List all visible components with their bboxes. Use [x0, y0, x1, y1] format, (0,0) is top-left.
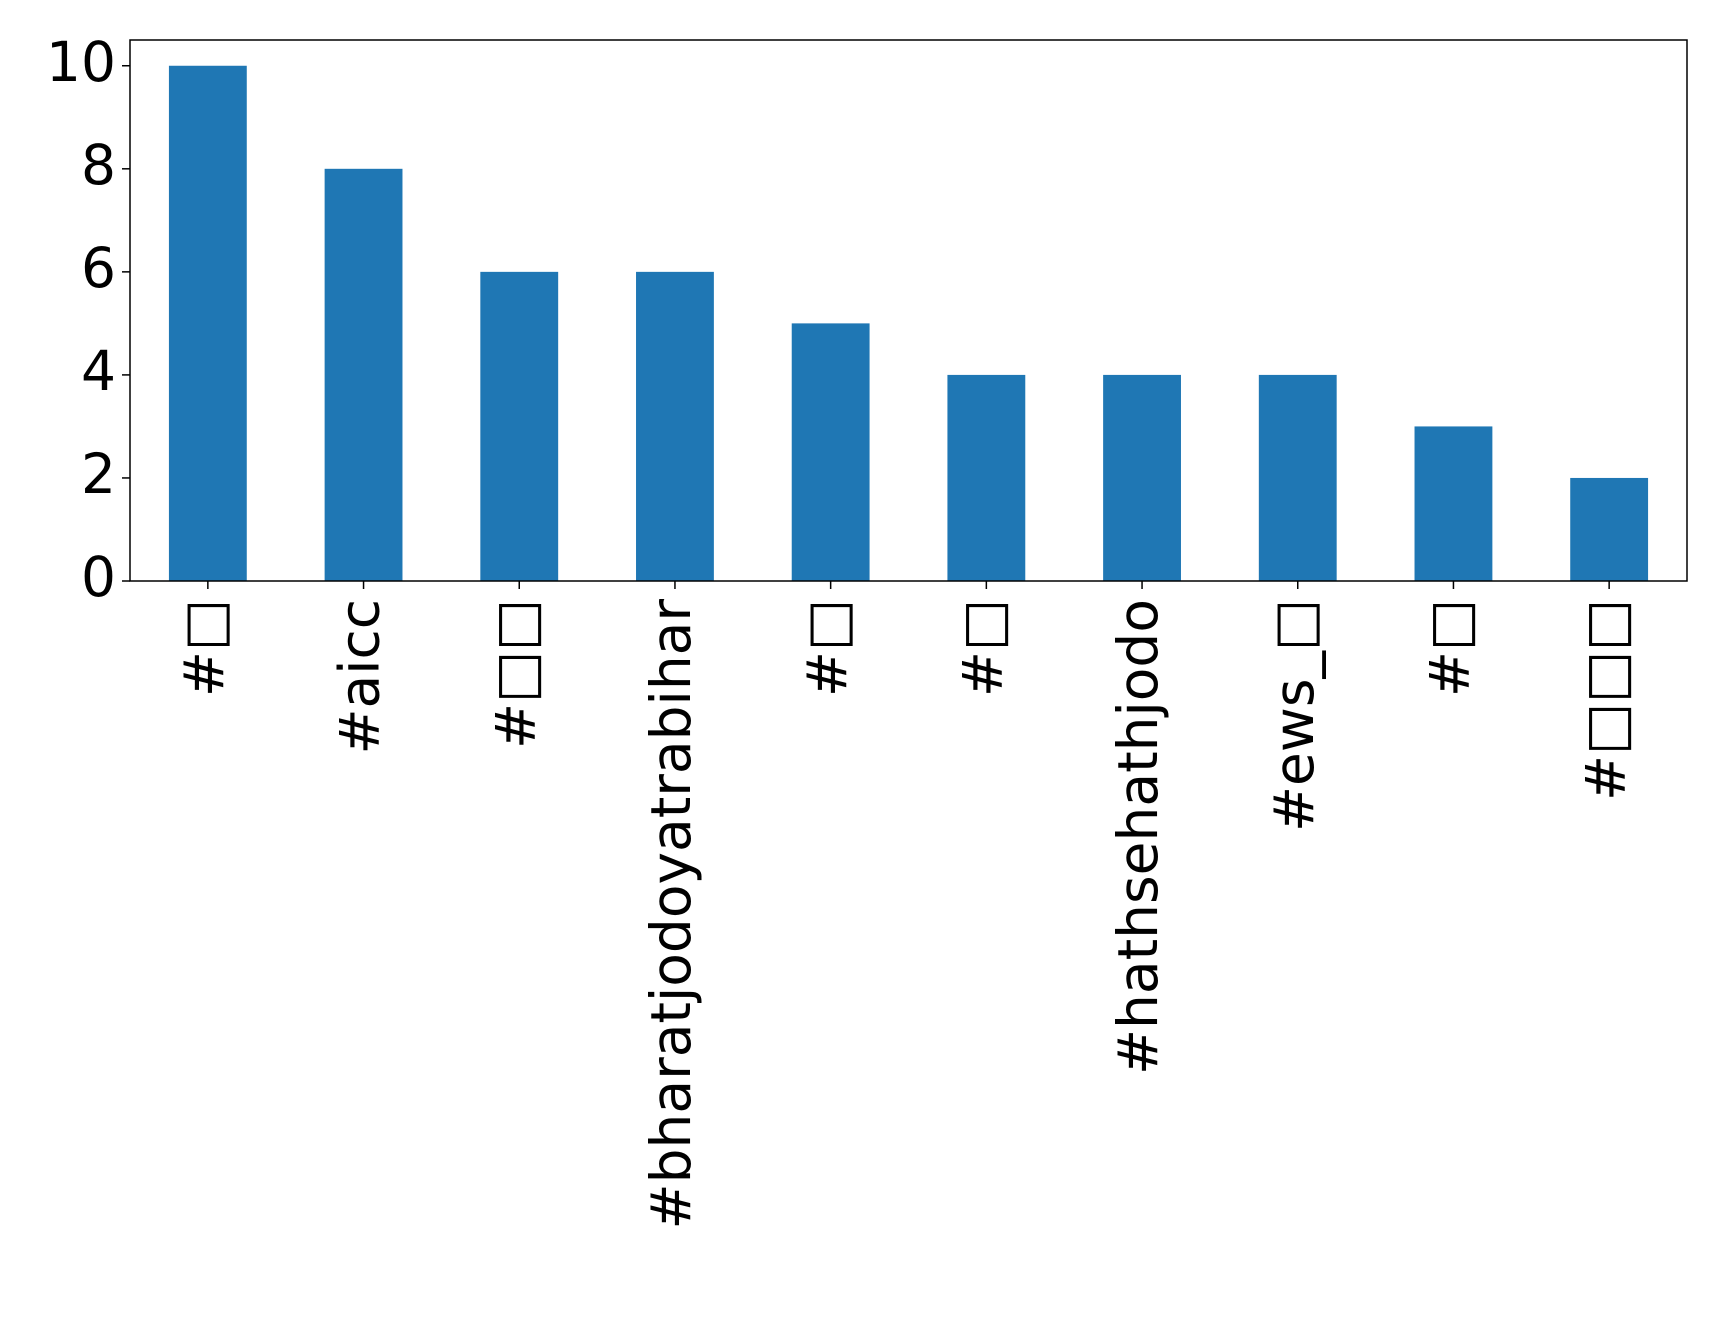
y-tick-label: 10 [46, 30, 116, 94]
x-tick-label: #□ [1418, 599, 1482, 697]
x-tick-label: #□ [172, 599, 236, 697]
y-tick-label: 4 [81, 339, 116, 403]
y-tick-label: 8 [81, 133, 116, 197]
bar [1570, 477, 1649, 581]
y-tick-label: 0 [81, 545, 116, 609]
bar [1258, 374, 1337, 581]
x-tick-label: #hathsehathjodo [1106, 599, 1170, 1075]
y-tick-label: 2 [81, 442, 116, 506]
x-tick-label: #bharatjodoyatrabihar [639, 599, 703, 1230]
plot-frame [129, 39, 1688, 582]
bar [636, 271, 714, 581]
bar [1414, 426, 1493, 581]
bar [324, 168, 403, 582]
x-tick-label: #□□ [483, 599, 547, 749]
bar [168, 65, 247, 581]
x-tick-label: #□ [795, 599, 859, 697]
x-tick-label: #ews_□ [1262, 599, 1326, 832]
bar [947, 374, 1026, 581]
y-tick-label: 6 [81, 236, 116, 300]
x-tick-label: #aicc [328, 599, 392, 755]
bar [791, 323, 870, 581]
bar [480, 271, 559, 581]
x-tick-label: #□□□ [1573, 599, 1637, 801]
bar [1103, 374, 1181, 581]
x-tick-label: #□ [950, 599, 1014, 697]
